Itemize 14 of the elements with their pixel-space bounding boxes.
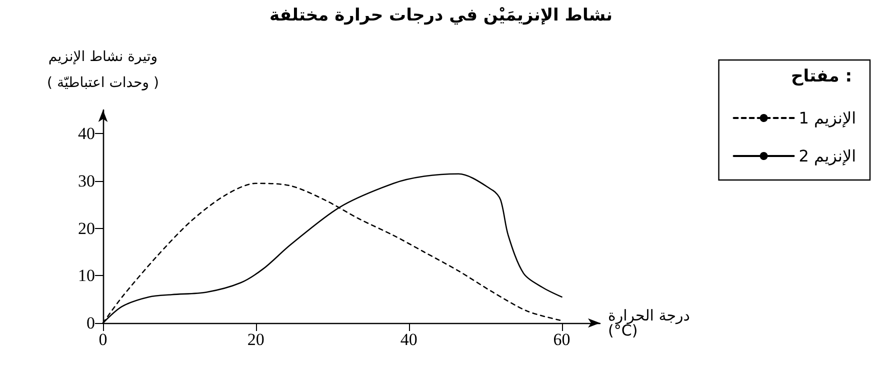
legend-label: الإنزيم 2 bbox=[798, 146, 856, 166]
y-tick-label: 10 bbox=[78, 266, 95, 286]
legend-title: مفتاح : bbox=[790, 66, 852, 86]
legend-label: الإنزيم 1 bbox=[798, 108, 856, 128]
y-tick-label: 30 bbox=[78, 172, 95, 190]
y-axis-title: وتيرة نشاط الإنزيم ( وحدات اعتباطيّة ) bbox=[47, 49, 159, 91]
y-tick-label: 20 bbox=[78, 218, 95, 238]
chart-title: نشاط الإنزيمَيْن في درجات حرارة مختلفة bbox=[269, 6, 613, 26]
x-tick-label: 60 bbox=[553, 330, 570, 349]
y-tick-label: 40 bbox=[78, 124, 95, 144]
x-tick-label: 0 bbox=[98, 330, 108, 349]
y-tick-label: 0 bbox=[86, 314, 95, 332]
x-tick-label: 20 bbox=[247, 330, 264, 349]
x-tick-label: 40 bbox=[400, 330, 418, 349]
